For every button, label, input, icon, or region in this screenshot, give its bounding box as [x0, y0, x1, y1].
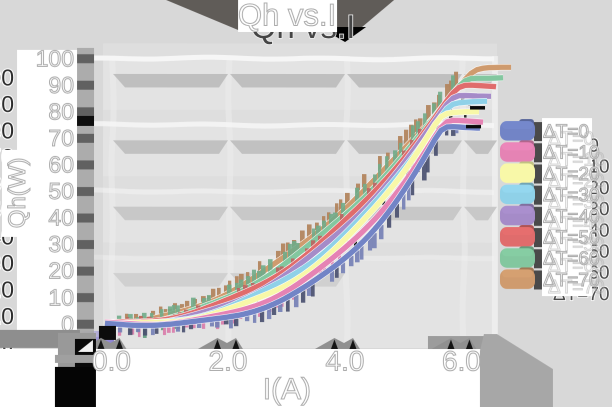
svg-text:ΔT=10: ΔT=10	[543, 143, 600, 164]
svg-text:ΔT=20: ΔT=20	[543, 164, 600, 185]
svg-text:4.0: 4.0	[325, 346, 364, 377]
svg-text:ΔT=60: ΔT=60	[548, 256, 605, 277]
svg-text:10: 10	[0, 303, 14, 329]
svg-text:ΔT=10: ΔT=10	[548, 150, 605, 171]
svg-text:100: 100	[0, 64, 14, 90]
svg-text:ΔT=50: ΔT=50	[548, 235, 605, 256]
svg-text:20: 20	[0, 277, 14, 303]
svg-text:30: 30	[48, 231, 74, 257]
svg-text:60: 60	[48, 151, 74, 177]
svg-text:10: 10	[48, 284, 74, 310]
svg-text:Qh vs.I: Qh vs.I	[238, 0, 336, 33]
svg-text:2.0: 2.0	[208, 345, 247, 376]
svg-text:90: 90	[0, 91, 14, 117]
svg-text:80: 80	[48, 98, 74, 124]
svg-text:20: 20	[48, 258, 74, 284]
svg-text:ΔT=50: ΔT=50	[543, 228, 600, 249]
svg-text:6.0: 6.0	[442, 346, 481, 377]
svg-text:ΔT=70: ΔT=70	[548, 277, 605, 298]
svg-text:0.0: 0.0	[92, 345, 131, 376]
svg-text:40: 40	[48, 205, 74, 231]
svg-text:90: 90	[48, 72, 74, 98]
svg-text:ΔT=0: ΔT=0	[548, 129, 594, 150]
svg-text:ΔT=30: ΔT=30	[543, 185, 600, 206]
svg-text:ΔT=70: ΔT=70	[543, 270, 600, 291]
svg-text:ΔT=0: ΔT=0	[543, 122, 589, 143]
svg-text:ΔT=40: ΔT=40	[548, 213, 605, 234]
svg-text:80: 80	[0, 117, 14, 143]
svg-text:50: 50	[48, 178, 74, 204]
svg-text:I(A): I(A)	[263, 373, 311, 406]
svg-text:Qh(W): Qh(W)	[4, 158, 31, 229]
svg-text:ΔT=60: ΔT=60	[543, 249, 600, 270]
svg-text:ΔT=40: ΔT=40	[543, 206, 600, 227]
svg-text:ΔT=30: ΔT=30	[548, 192, 605, 213]
svg-text:100: 100	[36, 45, 74, 71]
svg-text:30: 30	[0, 250, 14, 276]
svg-text:70: 70	[48, 125, 74, 151]
svg-text:ΔT=20: ΔT=20	[548, 171, 605, 192]
